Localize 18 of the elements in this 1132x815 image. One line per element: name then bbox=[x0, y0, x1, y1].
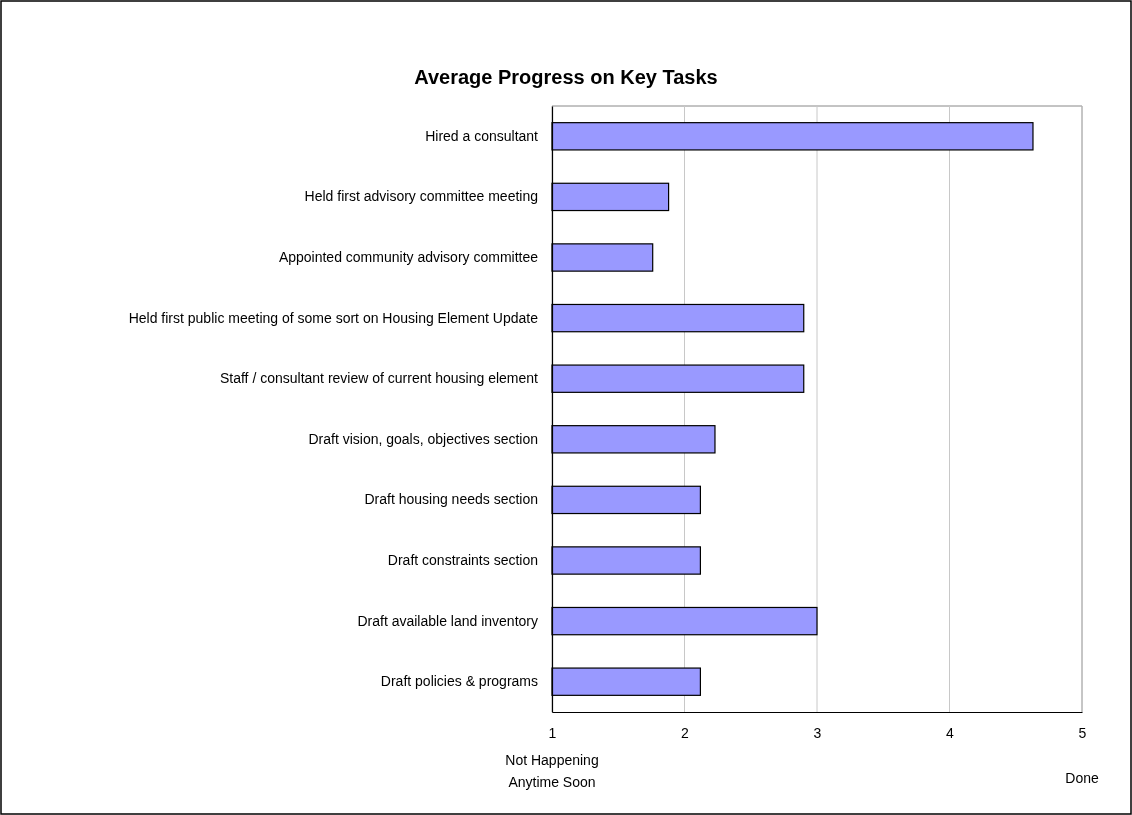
x-tick-label: 5 bbox=[1078, 724, 1087, 741]
y-tick-label: Held first advisory committee meeting bbox=[304, 188, 538, 205]
y-tick-label: Draft available land inventory bbox=[357, 612, 538, 629]
y-tick-label: Draft constraints section bbox=[387, 551, 538, 568]
x-tick-label: 4 bbox=[946, 724, 955, 741]
y-tick-label: Hired a consultant bbox=[425, 127, 539, 144]
y-tick-label: Draft housing needs section bbox=[364, 491, 538, 508]
text: Done bbox=[1065, 770, 1099, 786]
x-tick-label: 1 bbox=[548, 724, 557, 741]
y-tick-label: Staff / consultant review of current housing element bbox=[219, 370, 539, 387]
text: Not Happening Anytime Soon bbox=[505, 752, 599, 790]
chart-title: Average Progress on Key Tasks bbox=[414, 66, 718, 88]
y-tick-label: Appointed community advisory committee bbox=[278, 248, 539, 265]
y-tick-label: Draft vision, goals, objectives section bbox=[308, 430, 538, 447]
y-tick-label: Draft policies & programs bbox=[380, 673, 538, 690]
x-tick-label: 3 bbox=[813, 724, 822, 741]
y-tick-label: Held first public meeting of some sort on Housing Element Update bbox=[128, 309, 539, 326]
x-tick-label: 2 bbox=[681, 724, 690, 741]
